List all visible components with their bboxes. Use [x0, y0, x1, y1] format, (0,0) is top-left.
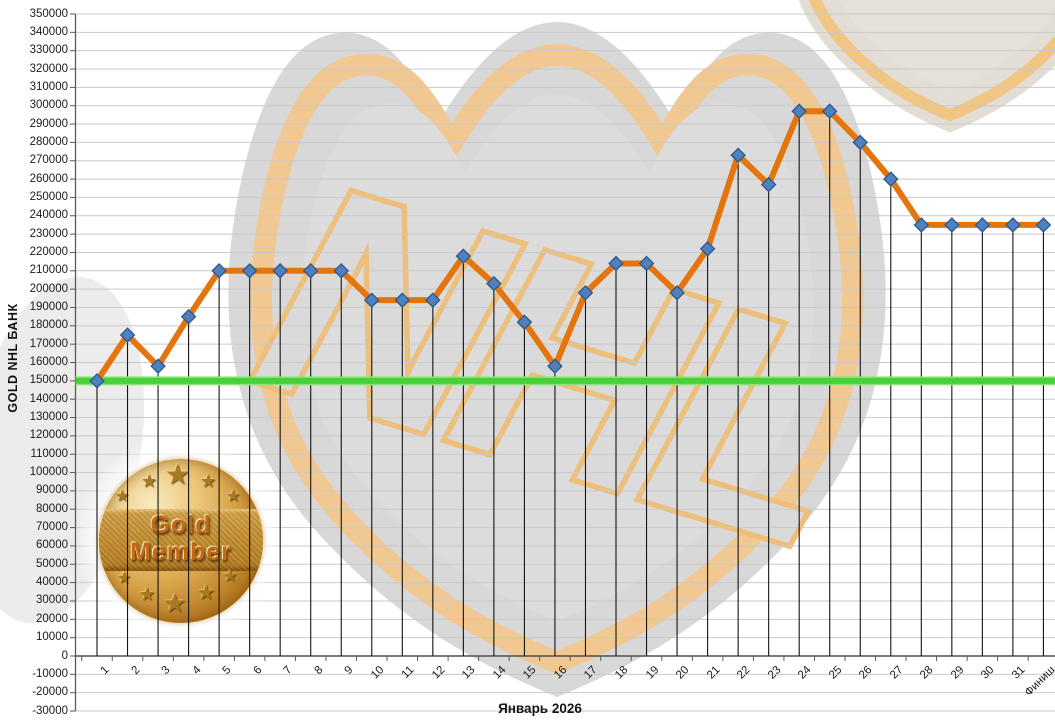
y-tick-label: 0 — [61, 649, 68, 662]
y-tick-label: 290000 — [29, 117, 68, 130]
data-point-marker — [333, 263, 350, 279]
y-tick-label: 270000 — [29, 154, 68, 167]
data-point-marker — [730, 147, 746, 164]
star-icon: ★ — [200, 471, 217, 491]
data-point-marker — [821, 103, 838, 120]
star-icon: ★ — [197, 582, 215, 604]
data-point-marker — [486, 275, 502, 292]
data-point-marker — [974, 217, 991, 233]
y-tick-label: 150000 — [29, 374, 68, 387]
medal-coin: Gold Member ★ ★ ★ ★ ★ ★ ★ ★ ★ ★ — [98, 458, 264, 624]
y-tick-label: -30000 — [32, 704, 68, 717]
data-point-marker — [516, 314, 533, 330]
data-point-marker — [882, 171, 899, 187]
star-icon: ★ — [223, 568, 238, 585]
data-point-marker — [944, 217, 960, 233]
data-point-marker — [608, 255, 624, 272]
data-point-marker — [577, 285, 594, 301]
y-tick-label: 240000 — [29, 209, 68, 222]
y-tick-label: 20000 — [36, 612, 68, 625]
gold-member-medal: Gold Member ★ ★ ★ ★ ★ ★ ★ ★ ★ ★ — [80, 440, 280, 640]
y-tick-label: 80000 — [36, 502, 68, 515]
y-tick-label: 220000 — [29, 245, 68, 258]
y-tick-label: 160000 — [29, 356, 68, 368]
y-tick-label: 200000 — [29, 282, 68, 295]
star-icon: ★ — [226, 488, 241, 505]
y-tick-label: 300000 — [29, 99, 68, 112]
data-point-marker — [1005, 217, 1021, 233]
y-tick-label: 60000 — [36, 539, 68, 552]
y-tick-label: 250000 — [29, 190, 68, 203]
medal-text-line2: Member — [130, 538, 232, 566]
y-tick-label: 70000 — [36, 521, 68, 534]
star-icon: ★ — [163, 588, 187, 618]
star-icon: ★ — [139, 584, 156, 604]
series-line — [94, 108, 1047, 384]
y-tick-label: 110000 — [30, 447, 68, 460]
data-point-marker — [455, 248, 472, 264]
y-tick-label: 40000 — [36, 576, 68, 589]
data-point-marker — [211, 263, 227, 279]
data-point-marker — [272, 263, 288, 279]
y-tick-label: 180000 — [29, 319, 68, 332]
y-tick-label: 210000 — [29, 264, 68, 277]
data-point-marker — [302, 263, 319, 279]
data-point-marker — [913, 217, 930, 233]
y-tick-label: 50000 — [36, 557, 68, 570]
medal-text-line1: Gold — [150, 511, 212, 539]
data-point-marker — [1035, 217, 1052, 233]
y-tick-label: 320000 — [29, 62, 68, 75]
data-point-marker — [791, 103, 807, 120]
y-tick-label: 90000 — [36, 484, 68, 497]
y-tick-label: 230000 — [29, 227, 68, 240]
data-point-marker — [89, 373, 105, 389]
medal-band: Gold Member — [99, 509, 263, 571]
y-tick-label: 170000 — [29, 337, 68, 350]
y-tick-label: -10000 — [32, 667, 68, 680]
y-tick-label: 140000 — [29, 392, 68, 405]
data-point-marker — [669, 285, 685, 301]
x-axis-title: Январь 2026 — [498, 701, 582, 716]
data-point-marker — [394, 292, 411, 308]
data-point-marker — [363, 292, 380, 308]
y-tick-label: 280000 — [29, 135, 68, 148]
data-point-marker — [241, 263, 258, 279]
star-icon: ★ — [141, 471, 158, 491]
y-tick-label: 130000 — [29, 411, 68, 424]
data-point-marker — [119, 327, 136, 343]
data-point-marker — [150, 358, 166, 374]
data-point-marker — [699, 240, 716, 257]
y-tick-label: -20000 — [32, 686, 68, 699]
y-tick-label: 190000 — [29, 300, 68, 313]
y-axis-title: GOLD NHL БАНК — [6, 303, 20, 413]
y-tick-label: 30000 — [36, 594, 68, 607]
y-tick-label: 340000 — [29, 25, 68, 38]
y-tick-label: 350000 — [29, 7, 68, 20]
star-icon: ★ — [165, 459, 191, 490]
y-tick-label: 260000 — [29, 172, 68, 185]
y-tick-label: 310000 — [29, 80, 68, 93]
y-tick-label: 330000 — [29, 44, 68, 57]
data-point-marker — [760, 176, 777, 193]
data-point-marker — [852, 134, 869, 151]
data-point-marker — [425, 292, 441, 308]
y-tick-label: 100000 — [29, 466, 68, 479]
y-tick-label: 120000 — [29, 429, 68, 442]
data-point-marker — [547, 358, 563, 374]
data-point-marker — [180, 308, 197, 325]
star-icon: ★ — [115, 488, 130, 505]
y-tick-label: 10000 — [36, 631, 68, 644]
data-point-marker — [638, 255, 655, 272]
